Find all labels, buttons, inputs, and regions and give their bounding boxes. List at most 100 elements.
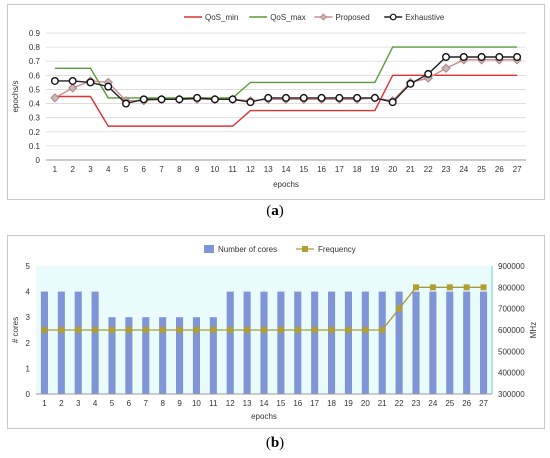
x-tick-label: 19 (370, 165, 379, 174)
bar-chart-cores-frequency: 0123453000004000005000006000007000008000… (11, 245, 538, 421)
x-tick-label: 16 (317, 165, 326, 174)
core-bar (463, 291, 471, 394)
frequency-point (92, 327, 99, 333)
x-tick-label: 6 (127, 399, 132, 408)
exhaustive-point (246, 98, 255, 107)
legend: Number of cores Frequency (204, 245, 356, 254)
y-tick-label: 0.2 (29, 128, 41, 137)
x-tick-label: 16 (293, 399, 302, 408)
x-tick-label: 7 (144, 399, 149, 408)
core-bar (344, 291, 352, 394)
exhaustive-point (121, 99, 130, 108)
x-tick-label: 27 (513, 165, 522, 174)
frequency-point (379, 327, 386, 333)
frequency-point (159, 327, 166, 333)
x-tick-label: 13 (264, 165, 273, 174)
x-tick-label: 2 (70, 165, 75, 174)
y-tick-label: 0.7 (29, 57, 41, 66)
chart-a-frame: 0 0.1 0.2 0.3 0.4 0.5 0.6 0.7 0.8 0.9 1 2 3 4 5 6 7 8 9 10 1… (7, 4, 545, 200)
x-tick-label: 9 (195, 165, 200, 174)
exhaustive-point (317, 93, 326, 102)
core-bar (74, 291, 82, 394)
x-tick-label: 14 (282, 165, 291, 174)
core-bar (209, 317, 217, 394)
legend-label: QoS_max (270, 13, 306, 22)
legend-label: Number of cores (218, 245, 277, 254)
exhaustive-point (228, 95, 237, 104)
x-tick-label: 22 (395, 399, 404, 408)
frequency-point (328, 327, 335, 333)
legend-marker-proposed (319, 13, 327, 21)
panel-b: 0 1 2 3 4 5 300000 400000 500000 600000 700000 8000… (0, 229, 550, 458)
x-tick-label: 15 (276, 399, 285, 408)
core-bar (446, 291, 454, 394)
x-tick-label: 17 (310, 399, 319, 408)
y-tick-label: 0.4 (29, 100, 41, 109)
core-bar (412, 291, 420, 394)
core-bar (328, 291, 336, 394)
x-tick-label: 21 (378, 399, 387, 408)
core-bar (40, 291, 48, 394)
core-bar (395, 291, 403, 394)
y-tick-label: 1 (26, 364, 31, 373)
y2-tick-label: 600000 (498, 326, 525, 335)
core-bar (243, 291, 251, 394)
x-tick-label: 23 (412, 399, 421, 408)
y-tick-label: 3 (26, 313, 31, 322)
core-bar (159, 317, 167, 394)
core-bar (361, 291, 369, 394)
x-tick-label: 11 (229, 165, 238, 174)
legend-label: Exhaustive (405, 13, 445, 22)
x-tick-label: 10 (192, 399, 201, 408)
x-tick-label: 11 (209, 399, 218, 408)
exhaustive-point (370, 93, 379, 102)
y-tick-label: 4 (26, 288, 31, 297)
frequency-point (480, 284, 487, 291)
exhaustive-point (68, 76, 77, 85)
core-bar (226, 291, 234, 394)
frequency-point (176, 327, 183, 333)
x-tick-label: 10 (210, 165, 219, 174)
y2-tick-label: 300000 (498, 390, 525, 399)
x-tick-label: 20 (361, 399, 370, 408)
chart-b-frame: 0 1 2 3 4 5 300000 400000 500000 600000 700000 8000… (7, 235, 545, 429)
x-tick-label: 24 (428, 399, 437, 408)
core-bar (108, 317, 116, 394)
frequency-point (311, 327, 318, 333)
x-tick-label: 27 (479, 399, 488, 408)
frequency-point (277, 327, 284, 333)
y2-tick-label: 500000 (498, 347, 525, 356)
legend-swatch-number-of-cores (204, 245, 214, 253)
core-bar (311, 291, 319, 394)
frequency-point (396, 305, 403, 312)
x-tick-label: 3 (76, 399, 81, 408)
x-tick-label: 12 (226, 399, 235, 408)
exhaustive-point (299, 93, 308, 102)
legend-marker-exhaustive (389, 13, 397, 21)
exhaustive-point (459, 52, 468, 61)
frequency-point (463, 284, 470, 291)
x-tick-label: 15 (299, 165, 308, 174)
core-bar (125, 317, 133, 394)
y-tick-label: 0.9 (29, 29, 41, 38)
y2-axis-title: MHz (529, 322, 538, 338)
core-bar (378, 291, 386, 394)
legend-marker-frequency (302, 246, 308, 252)
x-tick-label: 5 (110, 399, 115, 408)
frequency-point (345, 327, 352, 333)
frequency-point (58, 327, 65, 333)
y2-tick-label: 400000 (498, 369, 525, 378)
legend-label: QoS_min (205, 13, 238, 22)
frequency-point (227, 327, 234, 333)
series-line-qos-max (54, 46, 518, 99)
x-tick-label: 8 (160, 399, 165, 408)
frequency-point (210, 327, 217, 333)
proposed-point (441, 63, 451, 73)
y-tick-label: 0.5 (29, 85, 41, 94)
core-bar (480, 291, 488, 394)
y-tick-label: 0.3 (29, 114, 41, 123)
exhaustive-point (175, 95, 184, 104)
y-tick-label: 0 (26, 390, 31, 399)
frequency-point (429, 284, 436, 291)
y-tick-label: 0.8 (29, 43, 41, 52)
